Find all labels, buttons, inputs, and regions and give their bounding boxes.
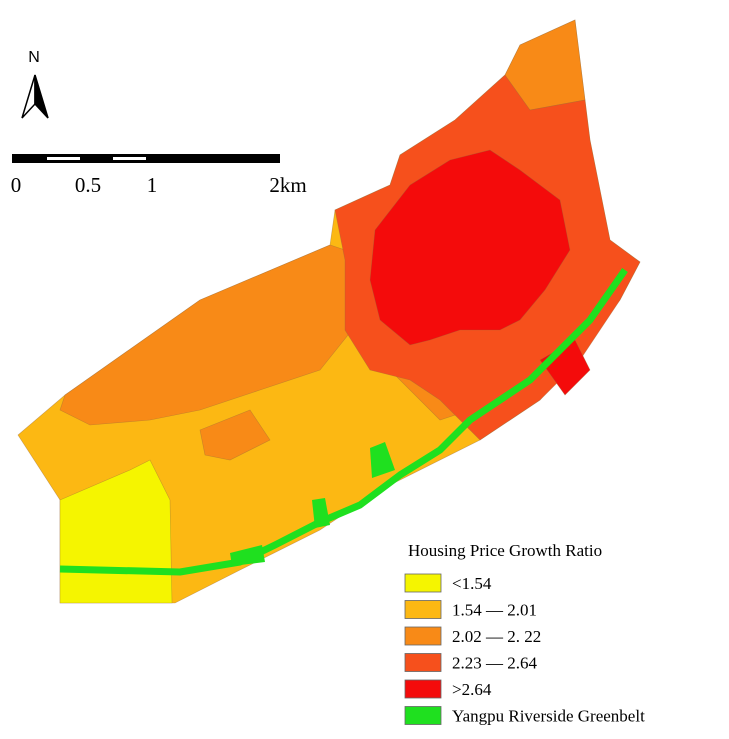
scale-label: 0.5 [75, 173, 101, 197]
legend-label: >2.64 [452, 680, 492, 699]
legend-swatch [404, 573, 442, 593]
legend-swatch [404, 706, 442, 725]
scale-bar-segment [47, 157, 80, 160]
zone-red [369, 149, 571, 346]
zone-orange [59, 244, 361, 426]
north-label: N [28, 49, 40, 66]
scale-label: 1 [147, 173, 158, 197]
legend-label: 2.23 — 2.64 [452, 654, 538, 673]
scale-bar-segment [113, 157, 146, 160]
zone-orange-small [199, 409, 271, 461]
legend-swatch [404, 653, 442, 672]
greenbelt-patch [312, 498, 330, 528]
north-arrow: N [21, 49, 49, 119]
legend-label: Yangpu Riverside Greenbelt [452, 707, 645, 726]
scale-label: 2km [269, 173, 306, 197]
legend-swatch [404, 626, 442, 646]
legend-label: <1.54 [452, 574, 492, 593]
scale-bar: 0 0.5 1 2km [11, 154, 307, 197]
scale-label: 0 [11, 173, 22, 197]
legend-swatch [404, 679, 442, 699]
legend-label: 2.02 — 2. 22 [452, 627, 541, 646]
north-arrow-right [34, 74, 49, 119]
map [17, 19, 641, 604]
legend-title: Housing Price Growth Ratio [408, 541, 602, 560]
greenbelt [59, 267, 628, 576]
north-arrow-left [21, 74, 36, 119]
legend: Housing Price Growth Ratio <1.54 1.54 — 2… [404, 541, 645, 726]
greenbelt-patch [230, 545, 265, 566]
legend-swatch [404, 600, 442, 619]
greenbelt-patch [370, 442, 395, 478]
legend-label: 1.54 — 2.01 [452, 601, 537, 620]
